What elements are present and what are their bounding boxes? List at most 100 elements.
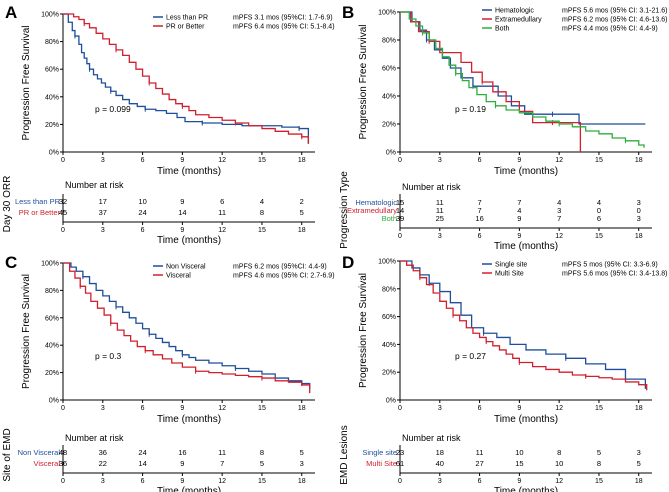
legend-series-name: Non Visceral	[166, 264, 206, 271]
x-tick-label: 0	[398, 405, 402, 412]
risk-table-title: Number at risk	[402, 182, 461, 192]
risk-x-tick-label: 18	[635, 478, 643, 485]
risk-x-tick-label: 15	[258, 478, 266, 485]
risk-count: 6	[220, 197, 224, 206]
legend-mpfs: mPFS 6.2 mos (95%CI: 4.4-9)	[233, 264, 327, 271]
x-tick-label: 9	[180, 405, 184, 412]
risk-x-tick-label: 9	[517, 478, 521, 485]
p-value: p = 0.19	[455, 104, 486, 114]
y-axis-label: Progression Free Survival	[21, 25, 32, 140]
risk-count: 9	[180, 197, 184, 206]
risk-count: 17	[99, 197, 107, 206]
y-tick-label: 80%	[45, 288, 59, 295]
risk-x-tick-label: 9	[180, 478, 184, 485]
risk-count: 6	[597, 214, 601, 223]
series-line-pr-or-better	[63, 13, 310, 144]
series-line-hematologic	[400, 11, 646, 125]
risk-x-axis-label: Time (months)	[494, 241, 558, 252]
risk-row-label: Non Visceral	[18, 448, 61, 457]
risk-table-ylabel: EMD Lesions	[339, 425, 350, 484]
x-tick-label: 15	[258, 157, 266, 164]
y-tick-label: 0%	[386, 398, 396, 405]
y-tick-label: 20%	[45, 122, 59, 129]
risk-count: 5	[597, 448, 601, 457]
risk-count: 27	[475, 459, 483, 468]
risk-count: 18	[436, 448, 444, 457]
p-value: p = 0.3	[95, 351, 122, 361]
risk-count: 8	[557, 448, 561, 457]
x-tick-label: 0	[61, 405, 65, 412]
risk-count: 7	[517, 198, 521, 207]
risk-count: 3	[637, 198, 641, 207]
x-axis-label: Time (months)	[157, 414, 221, 425]
panel-letter: D	[342, 253, 354, 272]
y-tick-label: 0%	[49, 150, 59, 157]
x-tick-label: 18	[298, 405, 306, 412]
x-tick-label: 0	[61, 157, 65, 164]
x-tick-label: 6	[478, 405, 482, 412]
x-tick-label: 3	[101, 157, 105, 164]
legend-series-name: Single site	[495, 262, 527, 269]
risk-x-axis-label: Time (months)	[157, 235, 221, 246]
x-tick-label: 12	[218, 405, 226, 412]
risk-count: 36	[99, 448, 107, 457]
risk-count: 7	[557, 214, 561, 223]
risk-count: 0	[637, 206, 641, 215]
x-tick-label: 15	[258, 405, 266, 412]
risk-count: 4	[597, 198, 601, 207]
risk-x-tick-label: 15	[258, 227, 266, 234]
legend: Single site mPFS 5 mos (95% CI: 3.3-6.9) M…	[482, 262, 667, 278]
legend-series-name: Visceral	[166, 273, 191, 280]
y-tick-label: 20%	[382, 122, 396, 129]
x-tick-label: 9	[180, 157, 184, 164]
x-tick-label: 18	[635, 157, 643, 164]
risk-x-tick-label: 9	[180, 227, 184, 234]
legend-series-name: Less than PR	[166, 15, 208, 22]
risk-row-label: PR or Better	[19, 208, 61, 217]
p-value: p = 0.099	[95, 104, 131, 114]
risk-count: 8	[597, 459, 601, 468]
risk-x-tick-label: 18	[635, 233, 643, 240]
risk-count: 14	[178, 208, 186, 217]
x-tick-label: 0	[398, 157, 402, 164]
x-tick-label: 12	[555, 157, 563, 164]
x-tick-label: 3	[438, 405, 442, 412]
x-tick-label: 18	[298, 157, 306, 164]
legend-series-name: Multi Site	[495, 271, 524, 278]
x-tick-label: 3	[101, 405, 105, 412]
risk-x-axis-label: Time (months)	[157, 486, 221, 492]
risk-x-tick-label: 3	[101, 478, 105, 485]
y-tick-label: 40%	[45, 343, 59, 350]
series-line-both	[400, 11, 645, 148]
risk-count: 11	[436, 198, 444, 207]
risk-count: 15	[515, 459, 523, 468]
risk-count: 5	[637, 459, 641, 468]
y-tick-label: 80%	[45, 39, 59, 46]
risk-count: 11	[436, 206, 444, 215]
risk-row-label: Extramedullary	[347, 206, 397, 215]
risk-table-ylabel: Progression Type	[339, 171, 350, 249]
risk-table-title: Number at risk	[65, 180, 124, 190]
x-tick-label: 6	[478, 157, 482, 164]
risk-count: 11	[218, 208, 226, 217]
risk-count: 5	[260, 459, 264, 468]
risk-count: 40	[436, 459, 444, 468]
risk-row-label: Single site	[362, 448, 397, 457]
y-tick-label: 100%	[378, 10, 396, 17]
risk-x-tick-label: 9	[517, 233, 521, 240]
risk-count: 2	[300, 197, 304, 206]
risk-x-tick-label: 3	[438, 233, 442, 240]
x-tick-label: 12	[555, 405, 563, 412]
risk-count: 24	[138, 208, 146, 217]
y-tick-label: 60%	[45, 315, 59, 322]
risk-count: 5	[300, 448, 304, 457]
risk-count: 4	[517, 206, 521, 215]
x-axis-label: Time (months)	[494, 414, 558, 425]
series-line-less-than-pr	[63, 13, 310, 144]
risk-x-tick-label: 12	[218, 478, 226, 485]
panel-d: D 0% 20% 40% 60% 80% 100% 0 3 6 9 12 15 18 Time (month…	[339, 253, 667, 492]
risk-table-title: Number at risk	[65, 433, 124, 443]
risk-row-label: Hematologic	[355, 198, 397, 207]
risk-row-label: Multi Site	[366, 459, 397, 468]
